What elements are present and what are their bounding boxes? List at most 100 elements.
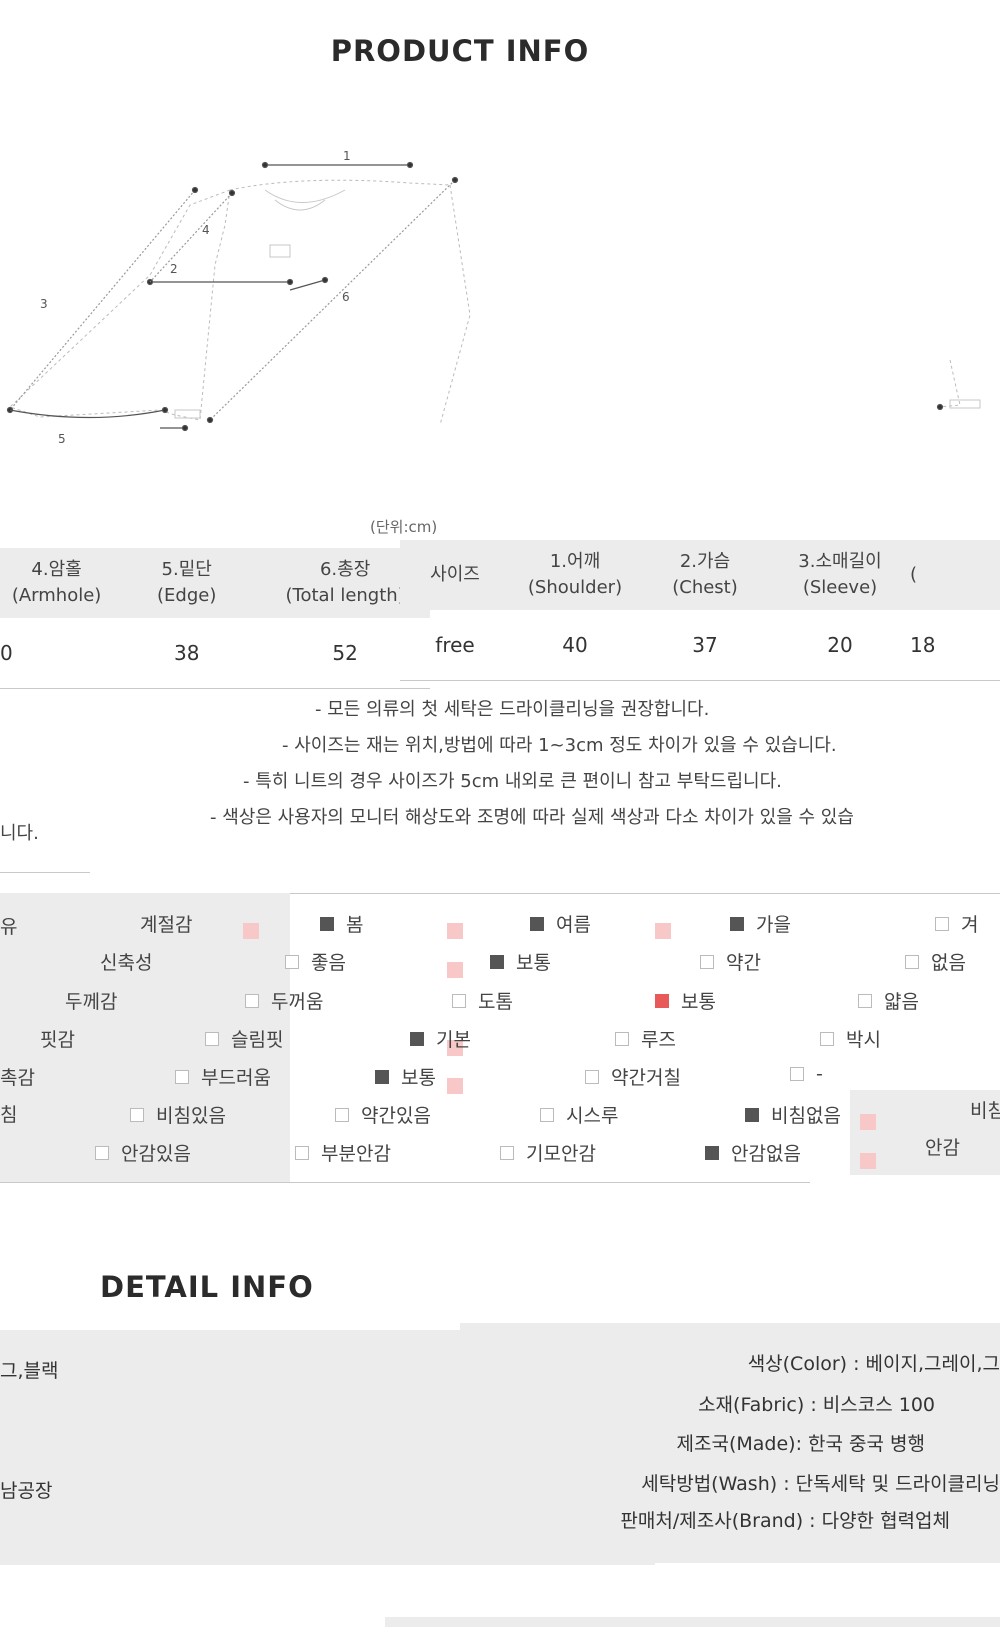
highlight-marker (860, 1153, 876, 1169)
option-lined[interactable]: 안감있음 (95, 1139, 191, 1166)
checkbox-icon (130, 1107, 144, 1122)
checkbox-icon (375, 1069, 389, 1084)
option-stretch-normal[interactable]: 보통 (490, 948, 551, 975)
feel-label-thickness: 두께감 (65, 991, 118, 1013)
option-autumn[interactable]: 가을 (730, 910, 791, 937)
option-slightly-rough[interactable]: 약간거칠 (585, 1063, 681, 1090)
feel-label-column (0, 893, 290, 1183)
header-armhole: 4.암홀 (Armhole) (0, 548, 114, 618)
value-armhole: 0 (0, 618, 114, 689)
option-loose-fit[interactable]: 루즈 (615, 1025, 676, 1052)
divider-left (0, 872, 90, 873)
checkbox-icon (615, 1031, 629, 1046)
option-stretch-good[interactable]: 좋음 (285, 948, 346, 975)
checkbox-icon (500, 1145, 514, 1160)
checkbox-icon (320, 916, 334, 931)
detail-info-title: DETAIL INFO (100, 1270, 314, 1304)
feel-left-fragment-1: 유 (0, 916, 18, 938)
unit-label: (단위:cm) (370, 518, 438, 536)
care-notes: - 모든 의류의 첫 세탁은 드라이클리닝을 권장합니다. - 사이즈는 재는 … (0, 695, 1000, 845)
highlight-marker (243, 923, 259, 939)
checkbox-icon (540, 1107, 554, 1122)
detail-fabric: 소재(Fabric) : 비스코스 100 (698, 1394, 935, 1416)
option-winter[interactable]: 겨 (935, 910, 978, 937)
detail-brand: 판매처/제조사(Brand) : 다양한 협력업체 (620, 1510, 950, 1532)
value-edge: 38 (113, 618, 261, 689)
note-5: 니다. (0, 823, 39, 844)
option-spring[interactable]: 봄 (320, 910, 363, 937)
size-table-right: 사이즈 1.어깨 (Shoulder) 2.가슴 (Chest) 3.소매길이 (Sl… (400, 540, 1000, 681)
option-sheer[interactable]: 비침있음 (130, 1101, 226, 1128)
option-summer[interactable]: 여름 (530, 910, 591, 937)
option-regular-fit[interactable]: 기본 (410, 1025, 471, 1052)
note-2: - 사이즈는 재는 위치,방법에 따라 1~3cm 정도 차이가 있을 수 있습… (282, 735, 837, 756)
highlight-marker (860, 1114, 876, 1130)
checkbox-icon (295, 1145, 309, 1160)
note-4: - 색상은 사용자의 모니터 해상도와 조명에 따라 실제 색상과 다소 차이가… (210, 807, 854, 828)
diagram-label-2: 2 (170, 262, 178, 276)
option-slightly-sheer[interactable]: 약간있음 (335, 1101, 431, 1128)
option-thick[interactable]: 두꺼움 (245, 987, 323, 1014)
size-table-left: 4.암홀 (Armhole) 5.밑단 (Edge) 6.총장 (Total leng… (0, 548, 430, 689)
option-stretch-slight[interactable]: 약간 (700, 948, 761, 975)
highlight-marker (447, 923, 463, 939)
option-touch-normal[interactable]: 보통 (375, 1063, 436, 1090)
highlight-marker (447, 962, 463, 978)
option-stretch-none[interactable]: 없음 (905, 948, 966, 975)
value-partial: 18 (910, 610, 1000, 681)
option-thickness-normal[interactable]: 보통 (655, 987, 716, 1014)
header-size: 사이즈 (400, 540, 510, 610)
header-shoulder: 1.어깨 (Shoulder) (510, 540, 640, 610)
checkbox-icon (820, 1031, 834, 1046)
option-not-sheer[interactable]: 비침없음 (745, 1101, 841, 1128)
measurement-diagram: 1 2 3 4 5 6 (6, 149, 981, 445)
option-fleece-lining[interactable]: 기모안감 (500, 1139, 596, 1166)
detail-right-block (460, 1323, 1000, 1563)
checkbox-icon (490, 954, 504, 969)
checkbox-icon (530, 916, 544, 931)
header-chest: 2.가슴 (Chest) (640, 540, 770, 610)
feel-left-fragment-sheer: 침 (0, 1104, 18, 1126)
checkbox-icon (95, 1145, 109, 1160)
detail-made: 제조국(Made): 한국 중국 병행 (676, 1433, 925, 1455)
option-medium-thick[interactable]: 도톰 (452, 987, 513, 1014)
option-boxy-fit[interactable]: 박시 (820, 1025, 881, 1052)
checkbox-icon (705, 1145, 719, 1160)
checkbox-icon (245, 993, 259, 1008)
option-touch-dash[interactable]: - (790, 1063, 823, 1085)
feel-left-fragment-touch: 촉감 (0, 1067, 35, 1089)
option-see-through[interactable]: 시스루 (540, 1101, 618, 1128)
checkbox-icon (285, 954, 299, 969)
checkbox-icon (858, 993, 872, 1008)
divider-right (125, 893, 1000, 894)
feel-label-season: 계절감 (140, 914, 193, 936)
diagram-label-5: 5 (58, 432, 66, 445)
detail-wash: 세탁방법(Wash) : 단독세탁 및 드라이클리닝 (641, 1473, 1000, 1495)
option-partial-lining[interactable]: 부분안감 (295, 1139, 391, 1166)
diagram-label-1: 1 (343, 149, 351, 163)
checkbox-icon (745, 1107, 759, 1122)
checkbox-icon (452, 993, 466, 1008)
option-unlined[interactable]: 안감없음 (705, 1139, 801, 1166)
detail-left-fragment-1: 그,블랙 (0, 1360, 59, 1382)
header-sleeve: 3.소매길이 (Sleeve) (770, 540, 910, 610)
detail-left-fragment-2: 남공장 (0, 1480, 53, 1502)
feel-label-fit: 핏감 (40, 1029, 75, 1051)
header-edge: 5.밑단 (Edge) (113, 548, 261, 618)
highlight-marker (447, 1040, 463, 1056)
option-slim-fit[interactable]: 슬림핏 (205, 1025, 283, 1052)
option-thin[interactable]: 얇음 (858, 987, 919, 1014)
checkbox-icon (730, 916, 744, 931)
checkbox-icon (935, 916, 949, 931)
diagram-label-3: 3 (40, 297, 48, 311)
option-soft[interactable]: 부드러움 (175, 1063, 271, 1090)
checkbox-icon (585, 1069, 599, 1084)
header-partial: ( (910, 540, 1000, 610)
diagram-label-4: 4 (202, 223, 210, 237)
checkbox-icon (655, 993, 669, 1008)
feel-label-lining-right: 안감 (925, 1137, 960, 1159)
detail-color: 색상(Color) : 베이지,그레이,그 (747, 1353, 1000, 1375)
checkbox-icon (175, 1069, 189, 1084)
checkbox-icon (410, 1031, 424, 1046)
highlight-marker (655, 923, 671, 939)
